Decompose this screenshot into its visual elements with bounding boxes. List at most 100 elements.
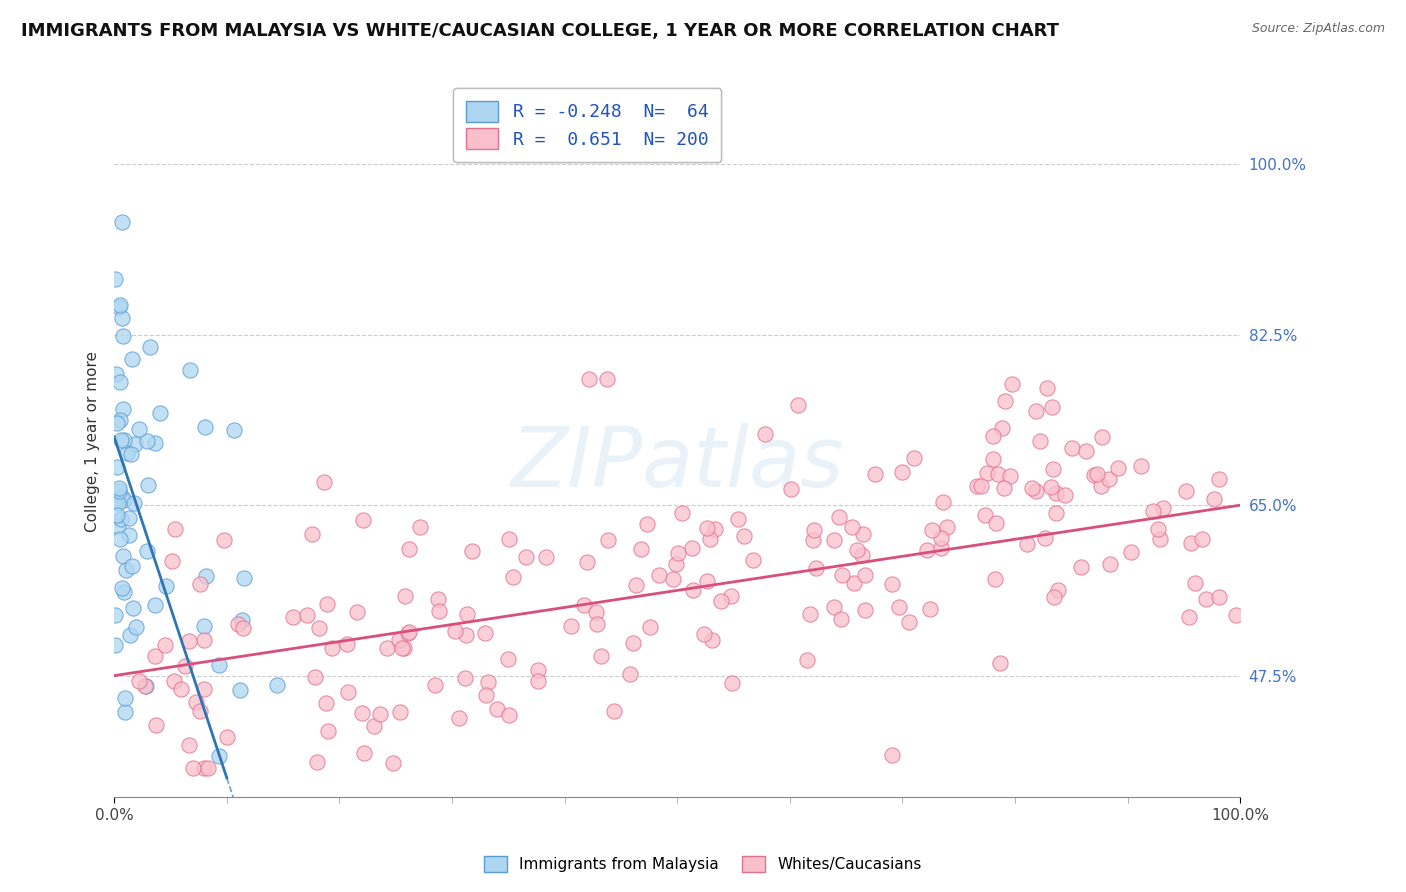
Point [179, 738, 201, 752]
Point [1098, 472, 1121, 486]
Point [710, 594, 733, 608]
Point [352, 706, 374, 721]
Point [733, 528, 755, 542]
Point [215, 730, 238, 744]
Point [994, 394, 1017, 409]
Point [143, 435, 166, 450]
Point [391, 641, 413, 656]
Point [987, 467, 1010, 482]
Point [160, 554, 183, 568]
Point [1142, 504, 1164, 518]
Point [120, 447, 142, 461]
Point [898, 615, 921, 629]
Point [118, 628, 141, 642]
Point [105, 508, 128, 522]
Point [779, 483, 801, 497]
Point [1046, 582, 1069, 597]
Point [392, 640, 415, 655]
Point [851, 548, 873, 562]
Point [700, 633, 723, 648]
Point [128, 422, 150, 436]
Point [321, 640, 343, 655]
Point [398, 542, 420, 557]
Point [103, 494, 125, 508]
Point [1039, 480, 1062, 494]
Point [184, 695, 207, 709]
Point [1204, 492, 1226, 507]
Point [984, 572, 1007, 586]
Point [135, 679, 157, 693]
Point [352, 513, 374, 527]
Point [966, 478, 988, 492]
Point [984, 516, 1007, 530]
Point [921, 524, 943, 538]
Point [1074, 444, 1097, 458]
Point [232, 621, 254, 635]
Point [1129, 458, 1152, 473]
Point [1178, 610, 1201, 624]
Point [486, 702, 509, 716]
Point [692, 626, 714, 640]
Point [1029, 434, 1052, 448]
Point [638, 620, 661, 634]
Point [114, 690, 136, 705]
Point [1119, 545, 1142, 559]
Point [1054, 488, 1077, 502]
Point [165, 522, 187, 536]
Point [842, 576, 865, 591]
Point [108, 484, 131, 499]
Point [110, 298, 132, 312]
Point [515, 550, 537, 565]
Point [163, 674, 186, 689]
Point [636, 517, 658, 532]
Point [823, 599, 845, 614]
Point [197, 761, 219, 775]
Point [104, 608, 127, 623]
Point [703, 522, 725, 536]
Point [648, 568, 671, 582]
Point [1153, 501, 1175, 516]
Point [477, 674, 499, 689]
Point [1184, 575, 1206, 590]
Point [915, 542, 938, 557]
Point [496, 652, 519, 666]
Point [110, 413, 132, 427]
Point [1070, 560, 1092, 574]
Point [903, 450, 925, 465]
Point [988, 656, 1011, 670]
Point [110, 512, 132, 526]
Point [720, 676, 742, 690]
Point [1090, 479, 1112, 493]
Point [307, 755, 329, 769]
Point [229, 682, 252, 697]
Point [970, 479, 993, 493]
Point [803, 523, 825, 537]
Point [295, 608, 318, 623]
Point [890, 465, 912, 479]
Point [193, 633, 215, 648]
Point [696, 574, 718, 588]
Point [598, 533, 620, 547]
Point [661, 573, 683, 587]
Point [143, 598, 166, 612]
Point [190, 576, 212, 591]
Point [853, 568, 876, 582]
Point [918, 602, 941, 616]
Point [498, 708, 520, 723]
Point [312, 475, 335, 489]
Point [135, 544, 157, 558]
Point [1036, 381, 1059, 395]
Point [498, 532, 520, 546]
Point [682, 583, 704, 598]
Point [998, 468, 1021, 483]
Point [976, 466, 998, 480]
Point [121, 559, 143, 574]
Point [398, 624, 420, 639]
Point [114, 563, 136, 577]
Point [1042, 462, 1064, 476]
Point [846, 543, 869, 558]
Point [304, 670, 326, 684]
Point [1043, 590, 1066, 604]
Point [449, 711, 471, 725]
Point [1195, 591, 1218, 606]
